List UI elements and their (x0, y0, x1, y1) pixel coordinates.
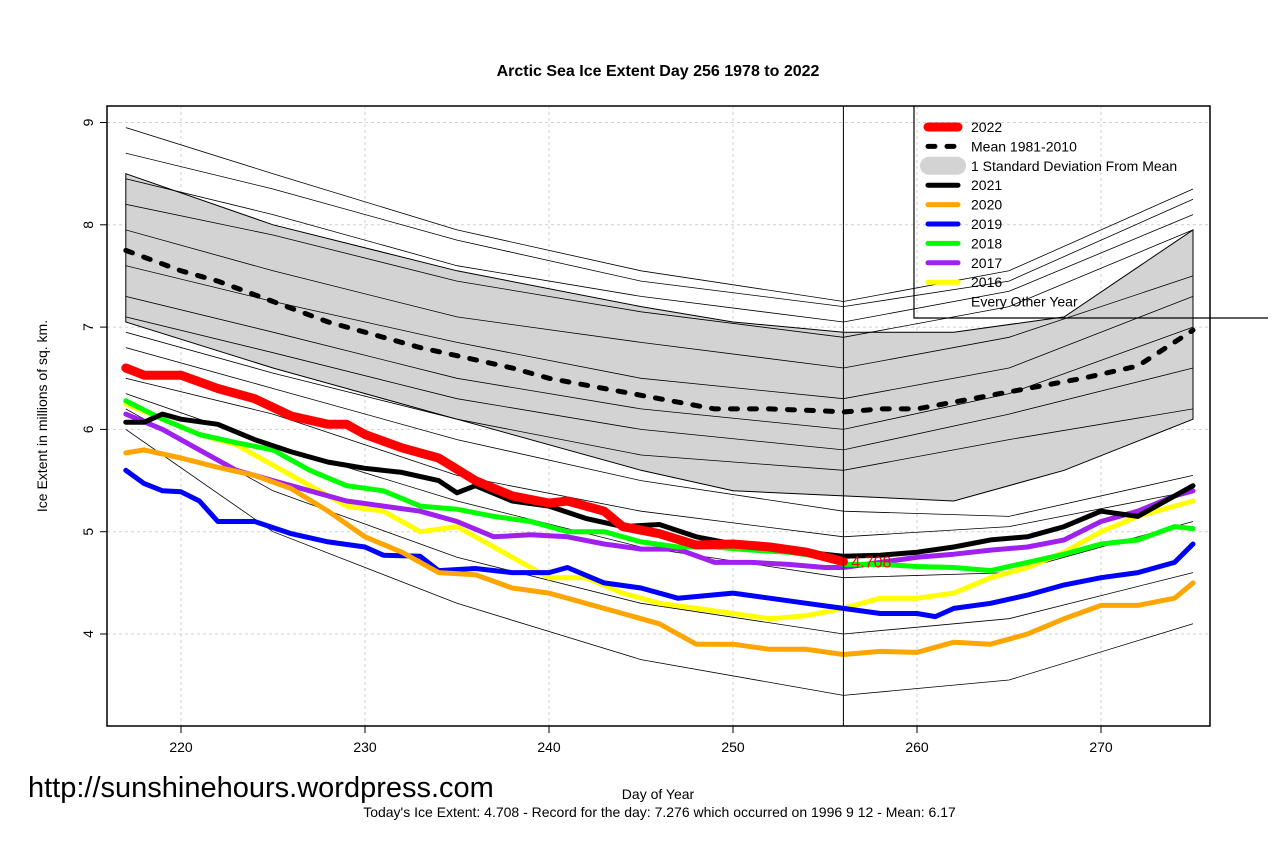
other-year-line (125, 316, 1194, 451)
x-tick-label: 270 (1089, 739, 1113, 755)
series-line-2016 (123, 401, 1196, 622)
other-year-line (125, 429, 1194, 696)
y-tick-label: 9 (80, 118, 96, 126)
y-tick-label: 6 (80, 425, 96, 433)
end-value-label: 4.708 (851, 555, 891, 572)
legend-label: Every Other Year (971, 294, 1078, 310)
chart-title: Arctic Sea Ice Extent Day 256 1978 to 20… (497, 63, 820, 80)
legend-label: 2016 (971, 274, 1002, 290)
x-tick-label: 230 (353, 739, 377, 755)
mean-line (123, 247, 1196, 415)
legend-box (913, 106, 1268, 319)
watermark: http://sunshinehours.wordpress.com (28, 772, 494, 804)
y-tick-label: 8 (80, 221, 96, 229)
y-tick-label: 4 (80, 630, 96, 638)
series-line-2022 (121, 363, 848, 567)
legend-label: Mean 1981-2010 (971, 138, 1077, 154)
x-axis-label: Day of Year (622, 786, 695, 802)
other-year-line (125, 296, 1194, 430)
plot-area: 4.708 220 230 240 250 260 270 4 5 6 7 8 9 2022 Mean 19… (80, 105, 1268, 755)
other-year-line (125, 127, 1194, 302)
other-year-line (125, 152, 1194, 308)
legend-label: 2017 (971, 255, 1002, 271)
y-tick-label: 5 (80, 528, 96, 536)
legend-label: 2022 (971, 119, 1002, 135)
legend-label: 2018 (971, 235, 1002, 251)
y-tick-label: 7 (80, 323, 96, 331)
y-axis-label: Ice Extent in millions of sq. km. (34, 320, 50, 512)
legend-label: 2019 (971, 216, 1002, 232)
other-year-line (125, 331, 1194, 471)
legend-swatch (920, 156, 966, 175)
other-year-line (125, 408, 1194, 635)
x-tick-label: 240 (537, 739, 561, 755)
other-year-line (125, 377, 1194, 538)
x-tick-label: 220 (169, 739, 193, 755)
x-tick-label: 250 (721, 739, 745, 755)
series-line-2020 (123, 447, 1196, 657)
legend-label: 2021 (971, 177, 1002, 193)
footer-summary: Today's Ice Extent: 4.708 - Record for t… (363, 804, 956, 820)
other-year-line (125, 347, 1194, 517)
other-year-line (125, 203, 1194, 338)
series-line-2018 (123, 398, 1196, 574)
plot-frame (106, 105, 1211, 727)
legend-label: 1 Standard Deviation From Mean (971, 158, 1177, 174)
legend-label: 2020 (971, 197, 1002, 213)
x-tick-label: 260 (905, 739, 929, 755)
series-line-2019 (123, 467, 1196, 620)
other-year-line (125, 229, 1194, 369)
other-year-line (125, 178, 1194, 323)
